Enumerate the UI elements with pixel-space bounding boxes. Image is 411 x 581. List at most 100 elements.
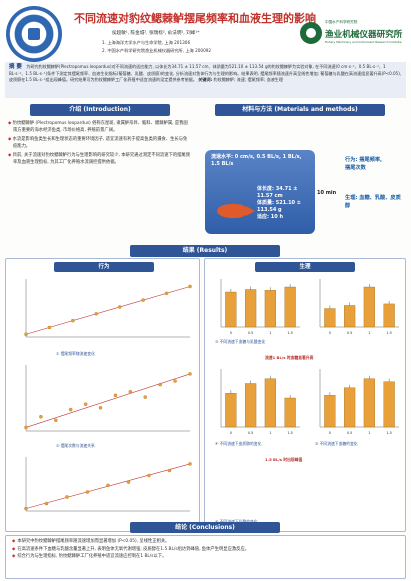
keywords-label: 关键词: [198,77,213,82]
data-point [164,291,169,296]
physiology-panel: 生理 0 0.5 1 1.5 0 0.5 1 1.5 ③ 不同流速下血糖与乳酸变化 流速1 … [204,258,406,532]
affiliation-1: 1. 上海海洋大学水产与生命学院, 上海 201306 [102,40,191,45]
tick-label: 1.5 [386,431,392,435]
university-logo [6,6,62,62]
data-point [98,406,103,410]
behavior-heading: 行为 [54,262,154,272]
bar [324,395,336,428]
physiology-measure: 生理: 血糖、乳酸、皮质醇 [345,195,401,209]
results-heading: 结果 (Results) [130,245,280,257]
fish-icon [217,204,255,218]
institute-name: 渔业机械仪器研究所 [325,30,403,40]
tick-label: 0 [230,431,232,435]
bar [284,397,296,428]
keywords: 豹纹鳃棘鲈; 流速; 摆尾频率; 血液生理 [213,77,283,82]
bar [363,286,375,328]
bar [344,387,356,428]
methods-heading: 材料与方法 (Materials and methods) [215,104,385,116]
tick-label: 0 [329,431,331,435]
chart-swing-count [24,365,192,432]
poster-title: 不同流速对豹纹鳃棘鲈摆尾频率和血液生理的影响 [74,12,316,25]
abstract-text: 为研究豹纹鳃棘鲈(Plectropomus leopardus)对不同流速的适应… [9,64,402,82]
physiology-heading: 生理 [255,262,355,272]
authors: 侯超敏¹, 陈金城², 张瑞标², 俞法明¹, 刘峰¹* [112,31,200,36]
data-point [106,483,110,488]
tick-label: 0.5 [248,331,254,335]
intro-item: ◆ 水流是影响鱼类生长和生理状态的重要环境因子, 适宜流速有利于提高鱼类的摄食、… [8,137,188,149]
institute-english: Fishery Machinery and Instrument Researc… [325,40,402,44]
data-point [85,490,90,494]
tick-label: 1.5 [287,331,293,335]
caption-c: ③ 不同流速下血糖与乳酸变化 [215,339,266,344]
note-a: 流速1 BL/s 时血糖显著升高 [265,355,314,360]
bar [363,378,375,428]
flow-tank: 流速水平: 0 cm/s, 0.5 BL/s, 1 BL/s, 1.5 BL/s… [205,150,315,234]
caption-b: ② 摆尾次数与流速关系 [56,443,95,448]
affiliations: 1. 上海海洋大学水产与生命学院, 上海 201306 2. 中国水产科学研究院… [102,39,211,55]
data-point [126,480,131,484]
intro-body: ◆ 豹纹鳃棘鲈 (Plectropomus leopardus) 俗称东星斑, … [8,120,190,238]
tick-label: 0 [230,331,232,335]
data-point [83,402,88,406]
conclusion-item: ◆ 综合行为与生理指标, 豹纹鳃棘鲈工厂化养殖中适宜流速应控制在1 BL/s以下。 [12,554,167,559]
tick-label: 0.5 [248,431,254,435]
data-point [68,407,73,412]
chart-lactate: 0 0.5 1 1.5 [319,279,399,335]
poster-header: 不同流速对豹纹鳃棘鲈摆尾频率和血液生理的影响 侯超敏¹, 陈金城², 张瑞标²,… [0,0,411,62]
chart-glucose-change: 0 0.5 1 1.5 [319,369,399,435]
conclusion-heading: 结论 (Conclusions) [130,522,280,533]
data-point [44,501,49,506]
data-point [158,382,162,387]
caption-a: ① 摆尾频率随流速变化 [56,351,95,356]
institute-mark-icon [300,22,322,44]
data-point [188,372,192,376]
bar [264,378,276,428]
tick-label: 0.5 [347,331,353,335]
conclusion-box: ◆ 本研究中豹纹鳃棘鲈摆尾频率随流速增加而显著增加 (P<0.05), 呈线性正相… [5,535,406,579]
chart-cortisol: 0 0.5 1 1.5 [220,369,300,435]
data-point [188,284,192,289]
data-point [117,305,122,309]
institute-logo: 中国水产科学研究院 渔业机械仪器研究所 Fishery Machinery an… [300,20,404,52]
data-point [143,395,148,399]
bar [324,308,336,328]
fit-line [25,373,191,428]
caption-d: ④ 不同流速下皮质醇的变化 [215,441,262,446]
methods-diagram: 流速水平: 0 cm/s, 0.5 BL/s, 1 BL/s, 1.5 BL/s… [205,150,405,238]
data-point [167,468,172,473]
intro-item: ◆ 目前, 关于流速对豹纹鳃棘鲈行为与生理影响的研究较少, 本研究通过测定不同流… [8,153,190,165]
duration-label: 10 min [317,190,337,196]
chart-swing-frequency [24,279,192,338]
bar [225,393,237,428]
data-point [24,332,28,337]
intro-heading: 介绍 (Introduction) [30,104,170,116]
data-point [39,414,43,419]
data-point [141,298,145,302]
behavior-panel: 行为 ① 摆尾频率随流速变化 ② 摆尾次数与流速关系 [5,258,200,532]
intro-item: ◆ 豹纹鳃棘鲈 (Plectropomus leopardus) 俗称东星斑, … [8,121,188,133]
abstract-box: 摘 要 为研究豹纹鳃棘鲈(Plectropomus leopardus)对不同流… [5,62,406,98]
bar [284,286,296,328]
abstract-label: 摘 要 [9,64,22,70]
data-point [47,325,52,330]
tank-body-label: 体长度: 34.71 ± 11.57 cm 体质量: 521.10 ± 113.… [257,186,301,220]
behavior-measure: 行为: 摆尾频率, 摆尾次数 [345,157,382,171]
caption-e: ⑤ 不同流速下血糖的变化 [315,441,358,446]
tick-label: 1 [368,431,370,435]
bar [245,289,257,328]
bar [225,291,237,328]
tick-label: 1 [269,431,271,435]
data-point [147,473,151,478]
affiliation-2: 2. 中国水产科学研究院渔业机械仪器研究所, 上海 200092 [102,48,212,53]
conclusion-item: ◆ 在高流速条件下血糖与乳酸含量显著上升, 表明鱼体无氧代谢增强; 皮质醇在1.5… [12,546,250,552]
note-b: 1.5 BL/s 时出现峰值 [265,457,303,462]
tick-label: 1 [368,331,370,335]
data-point [173,379,177,383]
bar [344,305,356,328]
data-point [24,506,28,511]
tick-label: 0 [329,331,331,335]
data-point [24,425,28,430]
tick-label: 1 [269,331,271,335]
data-point [65,495,69,499]
tick-label: 1.5 [287,431,293,435]
